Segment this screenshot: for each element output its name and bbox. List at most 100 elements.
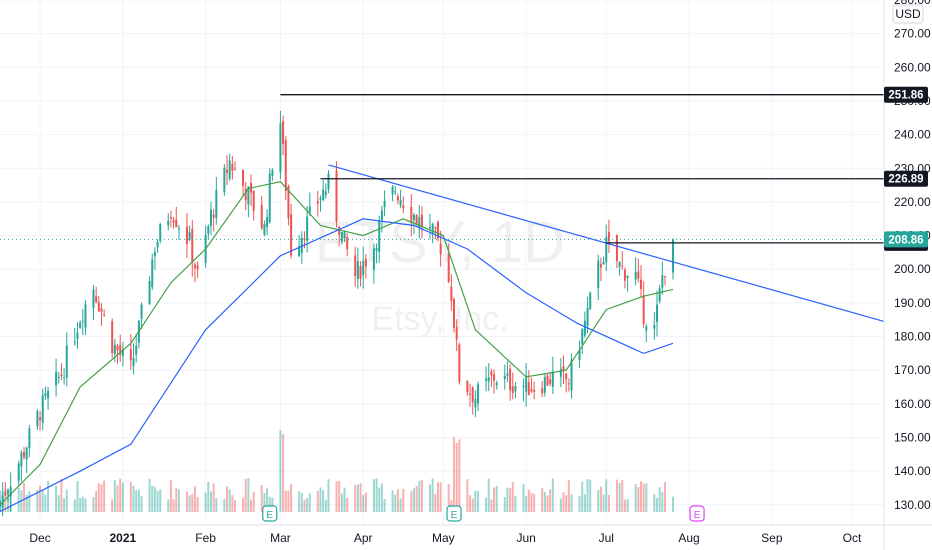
candle-body [402,205,405,209]
price-tick-label: 200.00 [894,262,931,276]
candle [247,186,250,218]
earnings-marker-box [446,505,462,522]
price-tick-label: 270.00 [894,27,931,41]
volume-bar [282,434,285,512]
volume-bar [95,491,98,512]
volume-bar [129,481,132,512]
volume-bar [599,486,602,512]
candle-body [28,428,31,449]
candle [607,219,610,253]
volume-bar [527,489,530,512]
candle [25,446,28,474]
candle-body [642,295,645,325]
candle-body [73,341,76,343]
candle-body [298,246,301,257]
candle [474,390,477,417]
sma-short-line [0,181,674,506]
currency-label: USD [895,7,921,21]
candle-body [378,221,381,253]
volume-bar [17,487,20,512]
candle [17,460,20,487]
candle [565,372,568,393]
candle-body [380,210,383,221]
drawn-lines[interactable] [0,94,885,322]
volume-bar [111,499,114,512]
volume-bar [290,483,293,512]
candle [223,164,226,196]
candle [605,224,608,271]
candle [402,196,405,214]
candle [193,262,196,283]
volume-bar [359,483,362,512]
volume-bar [60,478,63,512]
candle-body [153,251,156,257]
candle [436,220,439,242]
price-tick-label: 260.00 [894,60,931,74]
volume-bar [177,489,180,512]
candle [316,190,319,217]
candle-body [495,382,498,386]
volume-bar [303,499,306,512]
candle [119,334,122,362]
candle-body [177,228,180,230]
last-price-tag-bg [884,231,928,248]
volume-bar [626,498,629,512]
candle-body [623,269,626,281]
volume-bar [607,494,610,512]
candle-body [228,160,231,179]
volume-bar [226,486,229,512]
candle [44,386,47,400]
candle-body [84,304,87,328]
time-tick-label: Jul [599,531,614,545]
price-axis[interactable]: 130.00 140.00 150.00 160.00 170.00 180.00 190.… [883,0,931,550]
candle [415,214,418,226]
candle [242,169,245,196]
time-axis[interactable]: Dec 2021 Feb Mar Apr May Jun Jul Aug Sep Oct [0,524,932,545]
currency-button[interactable]: USD [892,4,924,24]
candle-body [148,281,151,305]
earnings-marker-label: E [694,510,701,521]
candle [340,231,343,245]
volume-bar [525,496,528,512]
candle [228,153,231,182]
candle-body [63,376,66,378]
candle [375,243,378,264]
candle [637,258,640,283]
candle [522,378,525,402]
candle [450,274,453,311]
candle [655,290,658,337]
candle [511,372,514,400]
candle [284,136,287,201]
volume-bar [76,480,79,512]
candle-body [36,411,39,427]
volume-bar [23,482,26,512]
candle [541,380,544,398]
candle [466,380,469,396]
volume-bar [402,488,405,512]
volume-bar [661,491,664,512]
candlesticks[interactable] [0,110,675,517]
candle [583,311,586,338]
candle [335,161,338,228]
volume-bar [97,483,100,512]
candle [634,257,637,286]
candle-body [343,231,346,239]
volume-bar [583,494,586,512]
volume-bar [73,499,76,512]
candle [653,311,656,340]
candle [410,194,413,237]
volume-bar [602,494,605,512]
volume-bar [399,498,402,512]
volume-bar [530,493,533,512]
candle [137,320,140,349]
candle [378,215,381,263]
candle [586,296,589,334]
volume-bar [455,442,458,512]
volume-bar [474,490,477,512]
volume-bar [41,490,44,512]
candle-body [151,259,154,288]
candle-body [207,226,210,234]
